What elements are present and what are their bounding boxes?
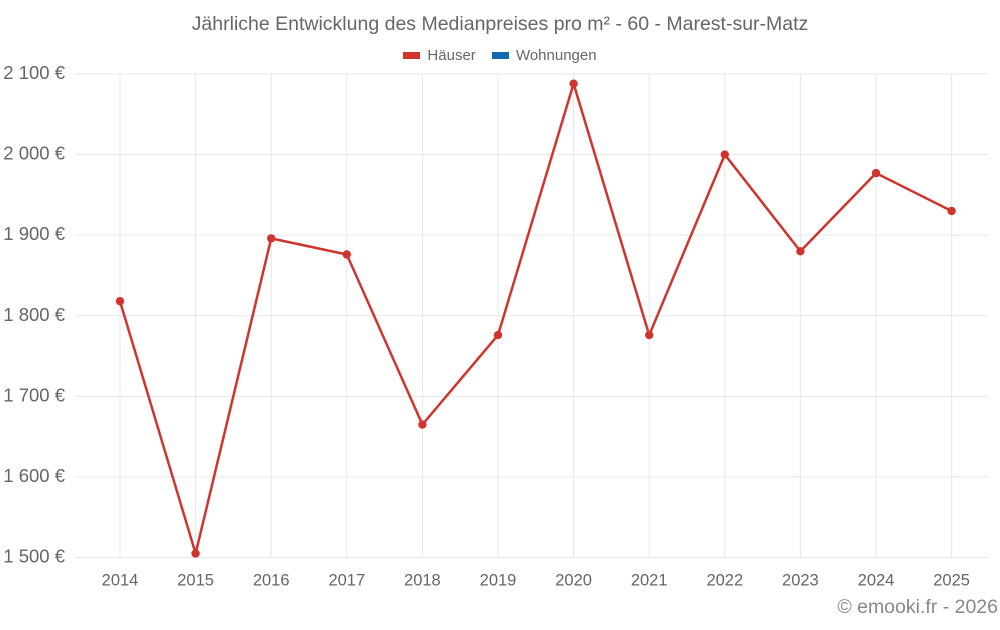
svg-text:2 000 €: 2 000 € [3,143,65,164]
svg-text:2014: 2014 [102,572,139,590]
svg-text:2022: 2022 [706,572,743,590]
svg-text:2 100 €: 2 100 € [3,62,65,83]
svg-text:2023: 2023 [782,572,819,590]
svg-text:2021: 2021 [631,572,668,590]
svg-text:2024: 2024 [858,572,895,590]
svg-text:1 600 €: 1 600 € [3,465,65,486]
svg-text:2018: 2018 [404,572,441,590]
svg-text:2017: 2017 [328,572,365,590]
svg-text:1 700 €: 1 700 € [3,384,65,405]
svg-text:2020: 2020 [555,572,592,590]
svg-text:2025: 2025 [933,572,970,590]
svg-text:2019: 2019 [480,572,517,590]
svg-text:1 500 €: 1 500 € [3,546,65,567]
svg-text:1 800 €: 1 800 € [3,304,65,325]
svg-text:1 900 €: 1 900 € [3,223,65,244]
svg-text:2016: 2016 [253,572,290,590]
svg-text:2015: 2015 [177,572,214,590]
